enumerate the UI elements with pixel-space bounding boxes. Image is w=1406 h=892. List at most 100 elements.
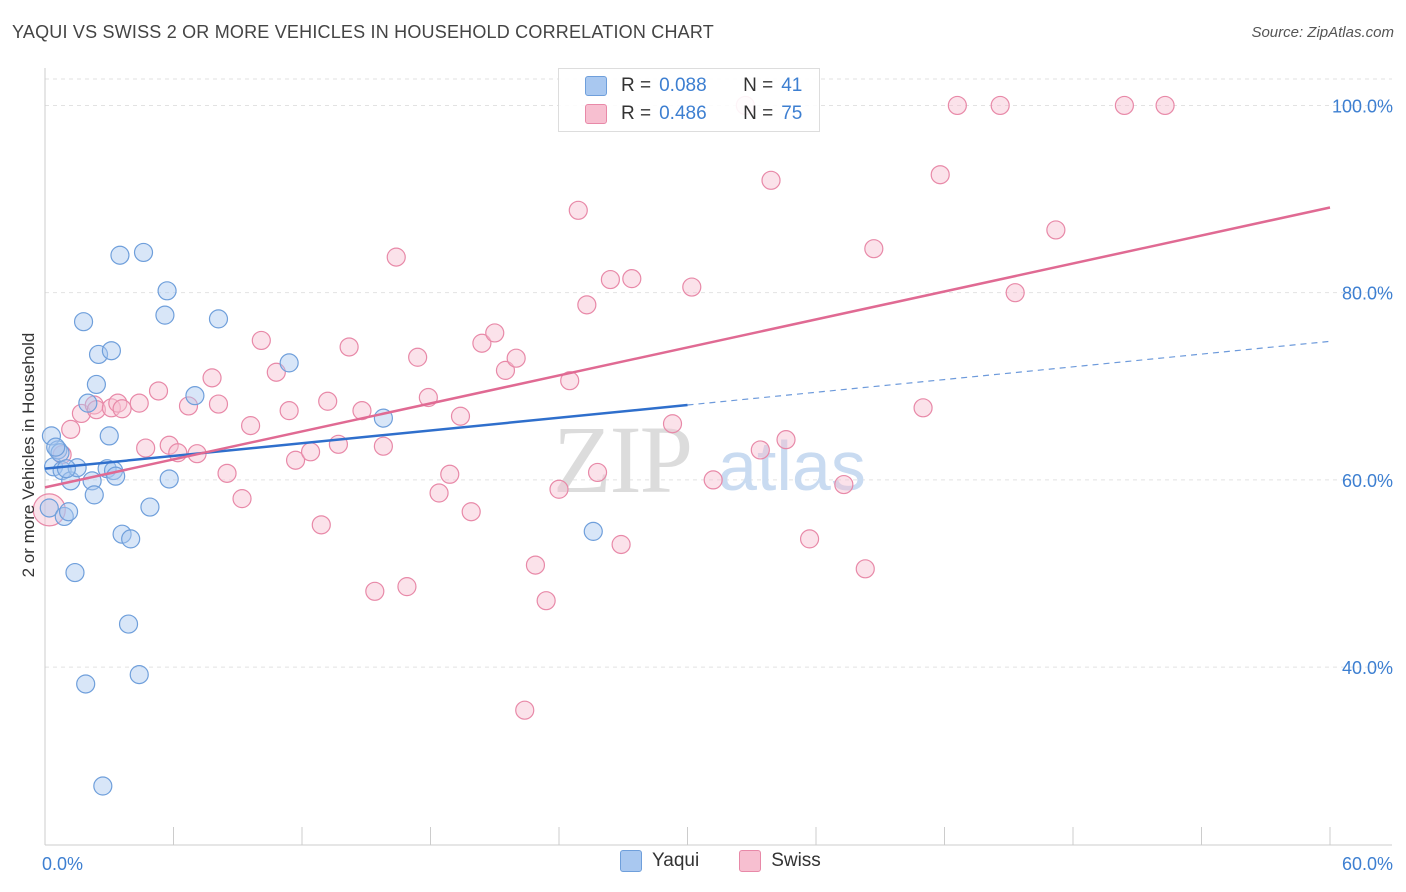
legend-n-label: N = xyxy=(743,103,774,124)
swiss-point xyxy=(266,362,286,382)
swiss-point xyxy=(339,337,359,357)
bottom-legend-yaqui[interactable]: Yaqui xyxy=(620,850,699,872)
swiss-point xyxy=(515,700,535,720)
x-tick-label-60: 60.0% xyxy=(1342,854,1393,874)
swiss-point xyxy=(536,591,556,611)
source-label: Source: ZipAtlas.com xyxy=(1251,24,1394,41)
swiss-point xyxy=(32,493,66,527)
swiss-point xyxy=(855,559,875,579)
swiss-point xyxy=(148,381,169,401)
bottom-legend-swatch-yaqui xyxy=(620,850,642,872)
yaqui-point xyxy=(93,776,113,796)
yaqui-point xyxy=(84,485,104,505)
yaqui-point xyxy=(58,502,79,522)
bottom-legend-swiss[interactable]: Swiss xyxy=(739,850,821,872)
swiss-point xyxy=(251,330,271,351)
chart-title: YAQUI VS SWISS 2 OR MORE VEHICLES IN HOU… xyxy=(12,22,714,42)
swiss-point xyxy=(241,416,261,436)
watermark-atlas: atlas xyxy=(718,427,866,505)
yaqui-point xyxy=(140,497,160,517)
swiss-point xyxy=(1155,95,1175,116)
swiss-point xyxy=(408,347,428,367)
axes xyxy=(44,68,1392,846)
swiss-point xyxy=(178,396,199,416)
watermark-zip: ZIP xyxy=(553,406,691,513)
swiss-point xyxy=(913,398,933,418)
swiss-point xyxy=(450,406,471,426)
swiss-point xyxy=(285,450,306,470)
swiss-point xyxy=(761,170,781,190)
yaqui-point xyxy=(65,562,85,583)
bottom-legend-label-yaqui: Yaqui xyxy=(652,850,700,871)
swiss-point xyxy=(279,401,299,421)
yaqui-point xyxy=(73,312,94,332)
swiss-point xyxy=(750,440,770,460)
swiss-point xyxy=(776,430,796,450)
swiss-point xyxy=(549,479,569,499)
yaqui-point xyxy=(39,498,59,518)
yaqui-point xyxy=(133,242,154,263)
swiss-points xyxy=(32,95,1175,720)
swiss-point xyxy=(365,581,385,601)
yaqui-point xyxy=(46,437,66,457)
yaqui-point xyxy=(86,374,107,395)
yaqui-point xyxy=(279,353,299,373)
legend-r-value-yaqui: 0.088 xyxy=(659,75,707,96)
yaqui-point xyxy=(129,665,149,685)
swiss-point xyxy=(202,368,222,388)
y-tick-label-40: 40.0% xyxy=(1342,658,1393,678)
swiss-point xyxy=(397,577,417,597)
bottom-legend: Yaqui Swiss xyxy=(620,850,861,872)
swiss-point xyxy=(217,463,237,483)
swiss-point xyxy=(440,464,460,484)
swiss-point xyxy=(930,165,950,185)
swiss-point xyxy=(1114,95,1135,116)
swiss-point xyxy=(560,371,580,391)
swiss-point xyxy=(947,95,967,116)
legend-n-value-swiss: 75 xyxy=(781,103,803,124)
swiss-trendline xyxy=(44,206,1331,489)
yaqui-point xyxy=(118,614,139,634)
swiss-point xyxy=(318,391,338,411)
swiss-point xyxy=(495,360,516,380)
yaqui-point xyxy=(56,459,77,479)
swiss-point xyxy=(429,483,449,503)
tick-labels: 40.0% 60.0% 80.0% 100.0% 0.0% 60.0% xyxy=(42,96,1393,874)
swiss-point xyxy=(990,95,1010,116)
swiss-point xyxy=(611,534,631,555)
yaqui-point xyxy=(159,469,179,489)
swiss-point xyxy=(568,200,588,220)
trendlines xyxy=(44,206,1331,489)
swiss-point xyxy=(61,419,81,439)
yaqui-trendline-extension xyxy=(687,340,1331,406)
legend-n-label: N = xyxy=(743,75,774,96)
gridlines xyxy=(45,78,1392,668)
legend-swatch-swiss xyxy=(585,104,607,124)
legend-r-label: R = xyxy=(621,75,652,96)
swiss-point xyxy=(864,239,884,259)
swiss-point xyxy=(682,277,702,297)
yaqui-point xyxy=(155,305,175,325)
swiss-point xyxy=(1005,283,1025,303)
swiss-point xyxy=(352,401,372,421)
watermark: ZIP atlas xyxy=(553,406,866,513)
yaqui-point xyxy=(157,281,177,301)
yaqui-point xyxy=(101,341,121,361)
yaqui-point xyxy=(78,393,98,413)
y-tick-label-60: 60.0% xyxy=(1342,471,1393,491)
legend-r-label: R = xyxy=(621,103,652,124)
swiss-point xyxy=(472,333,492,353)
legend-row-yaqui: R = 0.088 N = 41 xyxy=(585,71,802,101)
legend-n-value-yaqui: 41 xyxy=(781,75,803,96)
swiss-point xyxy=(136,438,156,458)
y-axis-label: 2 or more Vehicles in Household xyxy=(19,332,38,578)
swiss-point xyxy=(662,414,683,434)
swiss-point xyxy=(461,502,481,522)
yaqui-point xyxy=(41,426,62,446)
swiss-point xyxy=(525,555,546,575)
swiss-point xyxy=(112,399,132,419)
swiss-point xyxy=(600,269,621,290)
swiss-point xyxy=(799,529,820,549)
swiss-point xyxy=(485,323,505,343)
